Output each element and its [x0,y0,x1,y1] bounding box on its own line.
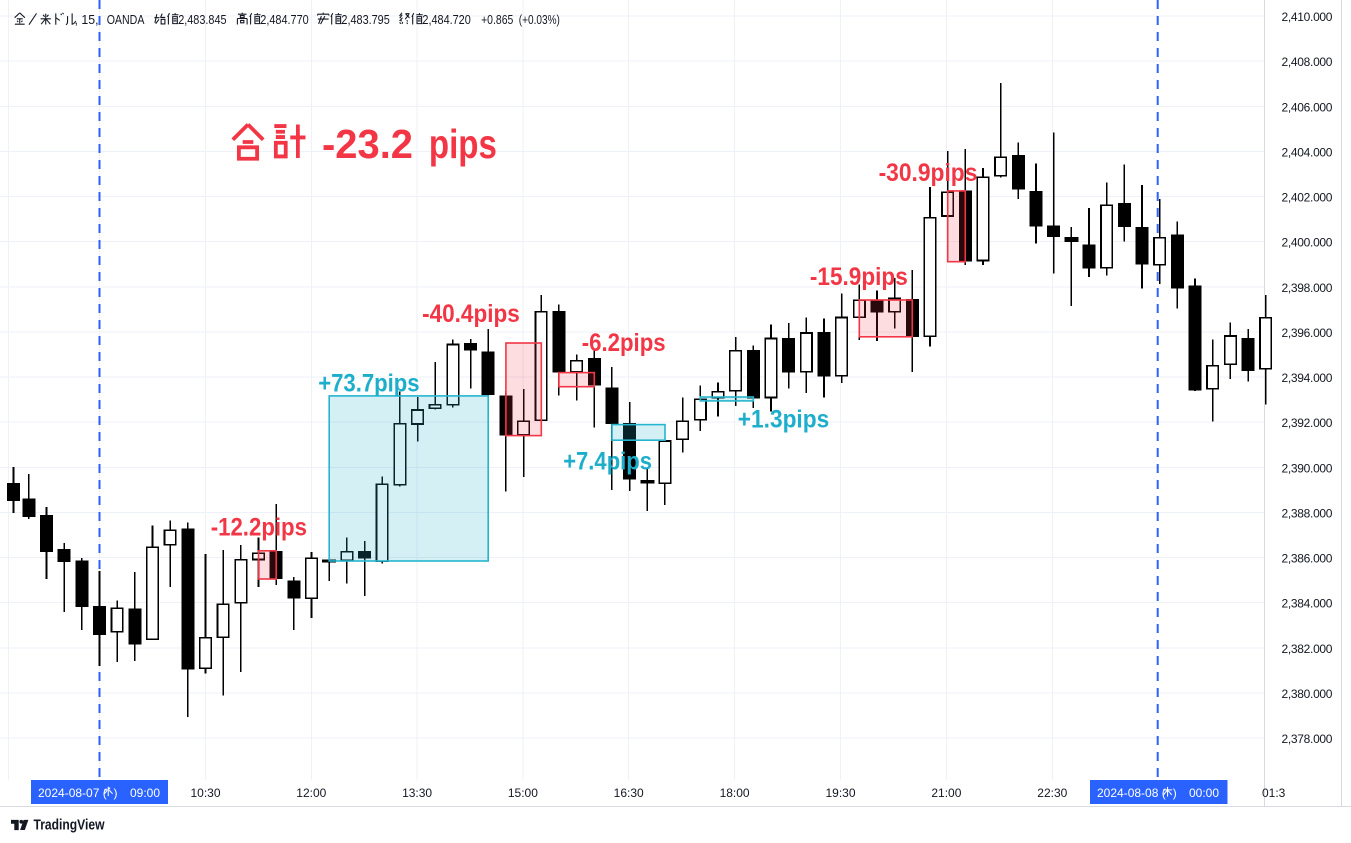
svg-text:18:00: 18:00 [720,786,750,800]
svg-text:2,396.000: 2,396.000 [1282,326,1333,340]
svg-text:2,406.000: 2,406.000 [1282,100,1333,114]
svg-text:TradingView: TradingView [34,818,106,834]
svg-text:+0.865: +0.865 [481,12,513,27]
svg-text:, 15,: , 15, [75,12,99,27]
svg-text:2,380.000: 2,380.000 [1282,687,1333,701]
svg-text:2024-08-08 (: 2024-08-08 ( [1097,786,1166,800]
svg-text:2,484.770: 2,484.770 [260,12,308,27]
svg-text:OANDA: OANDA [107,12,145,27]
svg-text:2,378.000: 2,378.000 [1282,732,1333,746]
svg-text:2,410.000: 2,410.000 [1282,10,1333,24]
svg-text:-6.2pips: -6.2pips [582,330,666,357]
svg-text:+1.3pips: +1.3pips [738,407,829,434]
svg-text:-40.4pips: -40.4pips [422,301,520,328]
svg-text:16:30: 16:30 [614,786,644,800]
svg-text:09:00: 09:00 [130,786,160,800]
svg-text:21:00: 21:00 [931,786,961,800]
svg-text:2,382.000: 2,382.000 [1282,642,1333,656]
svg-text:2,392.000: 2,392.000 [1282,416,1333,430]
svg-text:-12.2pips: -12.2pips [211,515,307,542]
svg-text:22:30: 22:30 [1037,786,1067,800]
svg-text:): ) [114,786,118,800]
svg-text:10:30: 10:30 [190,786,220,800]
svg-text:15:00: 15:00 [508,786,538,800]
svg-text:19:30: 19:30 [825,786,855,800]
svg-text:2024-08-07 (: 2024-08-07 ( [38,786,107,800]
svg-text:2,404.000: 2,404.000 [1282,146,1333,160]
svg-text:-15.9pips: -15.9pips [810,264,908,291]
svg-text:-30.9pips: -30.9pips [879,160,978,187]
svg-text:2,484.720: 2,484.720 [422,12,470,27]
svg-text:00:00: 00:00 [1189,786,1219,800]
svg-text:01:3: 01:3 [1262,786,1286,800]
svg-text:+73.7pips: +73.7pips [318,370,419,397]
svg-text:2,394.000: 2,394.000 [1282,371,1333,385]
svg-text:): ) [1173,786,1177,800]
svg-text:2,400.000: 2,400.000 [1282,236,1333,250]
svg-text:2,388.000: 2,388.000 [1282,507,1333,521]
svg-text:2,398.000: 2,398.000 [1282,281,1333,295]
svg-text:13:30: 13:30 [402,786,432,800]
svg-text:12:00: 12:00 [296,786,326,800]
svg-text:2,483.795: 2,483.795 [341,12,389,27]
svg-text:+7.4pips: +7.4pips [563,449,652,476]
svg-text:2,402.000: 2,402.000 [1282,191,1333,205]
svg-text:2,408.000: 2,408.000 [1282,55,1333,69]
svg-text:-23.2: -23.2 [322,121,413,167]
svg-text:2,483.845: 2,483.845 [178,12,226,27]
svg-text:pips: pips [429,121,497,167]
svg-text:(+0.03%): (+0.03%) [519,12,560,27]
svg-text:2,384.000: 2,384.000 [1282,597,1333,611]
svg-text:2,390.000: 2,390.000 [1282,461,1333,475]
svg-text:2,386.000: 2,386.000 [1282,552,1333,566]
